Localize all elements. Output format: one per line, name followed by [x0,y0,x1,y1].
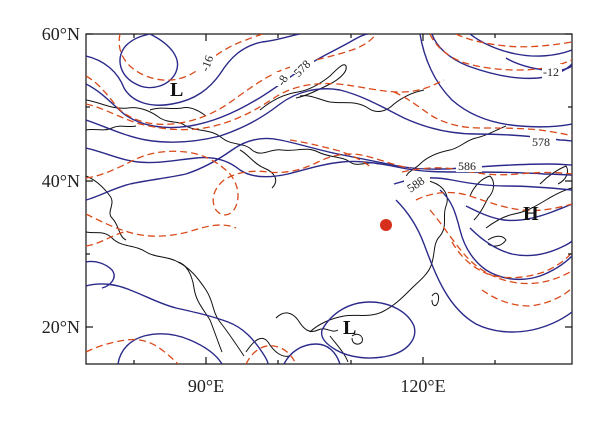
low-center-south: L [343,317,356,339]
latitude-labels: 60°N 40°N 20°N [42,24,80,337]
location-dot-icon [380,219,392,231]
longitude-labels: 90°E 120°E [188,376,446,396]
contour-label: -16 [198,53,217,73]
lon-tick-label: 90°E [188,376,224,396]
lat-tick-label: 60°N [42,24,80,44]
tick-marks [86,33,572,364]
lat-tick-label: 20°N [42,317,80,337]
high-center-east: H [523,203,539,225]
contour-label: -12 [543,65,559,79]
contour-labels: -16 -8 578 586 588 578 -12 [196,53,562,195]
lon-tick-label: 120°E [400,376,445,396]
contour-label: 586 [458,159,476,173]
low-center-north: L [170,79,183,101]
pressure-centers: L H L [170,79,539,339]
lat-tick-label: 40°N [42,171,80,191]
contour-label: 578 [532,135,550,149]
